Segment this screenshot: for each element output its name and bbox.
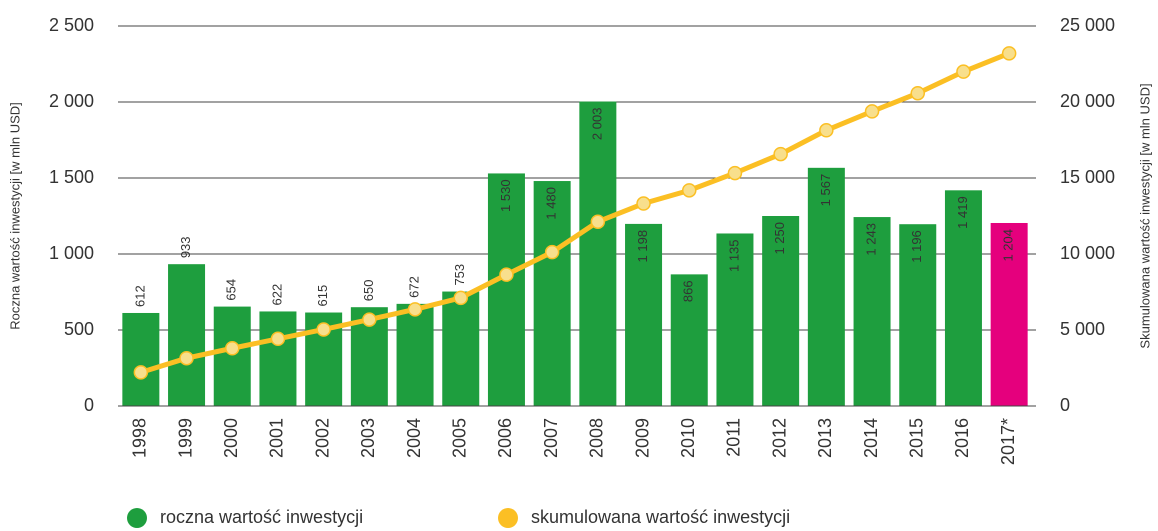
line-marker xyxy=(636,196,651,211)
x-tick-label: 2000 xyxy=(221,418,241,458)
bar xyxy=(259,311,297,406)
line-marker xyxy=(316,322,331,337)
value-label: 1 204 xyxy=(1001,229,1016,262)
x-tick-label: 2003 xyxy=(358,418,378,458)
line-marker xyxy=(864,104,880,119)
bar xyxy=(990,222,1028,406)
bar xyxy=(625,223,663,406)
x-tick-label: 2009 xyxy=(632,418,652,458)
y-tick-label: 1 500 xyxy=(49,167,94,187)
value-label: 612 xyxy=(132,285,147,307)
bar xyxy=(853,217,891,406)
x-tick-label: 1998 xyxy=(130,418,150,458)
value-label: 650 xyxy=(361,279,376,301)
x-tick-label: 2011 xyxy=(724,418,744,457)
x-tick-label: 2017* xyxy=(998,418,1018,465)
value-label: 615 xyxy=(315,285,330,307)
line-marker xyxy=(225,341,240,356)
bar xyxy=(442,291,480,406)
y2-tick-label: 10 000 xyxy=(1060,243,1115,263)
y-tick-label: 2 000 xyxy=(49,91,94,111)
bar xyxy=(762,216,800,406)
bar xyxy=(579,101,617,406)
x-tick-label: 2006 xyxy=(495,418,515,458)
line-marker xyxy=(133,365,149,380)
line-marker xyxy=(682,183,697,198)
bar xyxy=(122,312,160,406)
line-marker xyxy=(590,214,606,229)
bar xyxy=(807,167,845,406)
y2-tick-label: 20 000 xyxy=(1060,91,1115,111)
value-label: 1 196 xyxy=(909,230,924,263)
bar xyxy=(396,303,434,406)
line-marker xyxy=(956,64,971,79)
y-axis-title: Roczna wartość inwestycji [w mln USD] xyxy=(7,102,22,330)
legend-swatch xyxy=(127,508,147,528)
line-marker xyxy=(910,85,925,101)
x-tick-label: 2016 xyxy=(952,418,972,458)
y2-axis-title: Skumulowana wartość inwestycji [w mln US… xyxy=(1137,83,1152,348)
value-label: 1 480 xyxy=(544,187,559,220)
x-tick-label: 2008 xyxy=(587,418,607,458)
value-label: 753 xyxy=(452,264,467,286)
line-marker xyxy=(773,146,788,162)
bar xyxy=(168,264,206,406)
y-tick-label: 1 000 xyxy=(49,243,94,263)
y2-tick-label: 5 000 xyxy=(1060,319,1105,339)
x-tick-label: 2015 xyxy=(907,418,927,458)
line-marker xyxy=(179,350,194,366)
value-label: 1 250 xyxy=(772,222,787,255)
value-label: 1 135 xyxy=(726,239,741,272)
x-tick-label: 2001 xyxy=(267,418,287,458)
bar xyxy=(670,274,708,406)
value-label: 1 530 xyxy=(498,179,513,212)
bar xyxy=(533,181,571,406)
value-label: 933 xyxy=(178,236,193,258)
value-label: 1 243 xyxy=(863,223,878,256)
line-marker xyxy=(1001,46,1017,61)
y2-tick-label: 0 xyxy=(1060,395,1070,415)
line-marker xyxy=(727,165,743,181)
line-marker xyxy=(453,290,468,306)
x-tick-label: 2002 xyxy=(312,418,332,458)
y-tick-label: 0 xyxy=(84,395,94,415)
x-tick-label: 2014 xyxy=(861,418,881,458)
x-tick-label: 2012 xyxy=(769,418,789,458)
value-label: 1 567 xyxy=(818,174,833,207)
value-label: 654 xyxy=(224,279,239,301)
y2-tick-label: 15 000 xyxy=(1060,167,1115,187)
x-tick-label: 2007 xyxy=(541,418,561,458)
legend-label: roczna wartość inwestycji xyxy=(160,507,363,527)
line-marker xyxy=(819,123,834,138)
y-tick-label: 2 500 xyxy=(49,15,94,35)
line-marker xyxy=(499,267,514,282)
y-tick-label: 500 xyxy=(64,319,94,339)
line-marker xyxy=(544,244,560,260)
line-marker xyxy=(362,312,377,327)
x-tick-label: 2004 xyxy=(404,418,424,458)
x-tick-label: 1999 xyxy=(175,418,195,458)
cumulative-line xyxy=(140,51,1011,375)
x-tick-label: 2013 xyxy=(815,418,835,458)
legend-swatch xyxy=(498,508,518,528)
bar xyxy=(899,224,937,406)
x-tick-label: 2005 xyxy=(450,418,470,458)
value-label: 2 003 xyxy=(589,108,604,141)
value-label: 1 419 xyxy=(955,196,970,229)
x-tick-label: 2010 xyxy=(678,418,698,458)
bar xyxy=(716,233,754,406)
value-label: 1 198 xyxy=(635,230,650,263)
value-label: 672 xyxy=(406,276,421,298)
line-marker xyxy=(270,331,286,347)
bar xyxy=(487,173,525,406)
bar xyxy=(944,190,982,406)
legend-label: skumulowana wartość inwestycji xyxy=(531,507,790,527)
value-label: 866 xyxy=(681,280,696,302)
value-label: 622 xyxy=(269,284,284,306)
line-marker xyxy=(407,302,423,317)
y2-tick-label: 25 000 xyxy=(1060,15,1115,35)
bar xyxy=(213,306,251,406)
